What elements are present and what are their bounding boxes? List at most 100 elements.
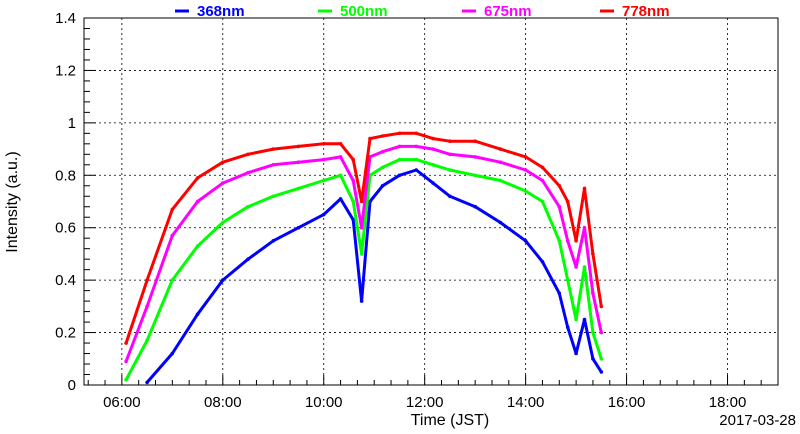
data-point	[599, 370, 604, 374]
data-point	[380, 165, 385, 170]
x-tick-label: 06:00	[103, 394, 141, 411]
grid	[84, 18, 778, 385]
data-point	[351, 199, 356, 204]
data-point	[296, 160, 301, 164]
y-tick-label: 0.2	[55, 325, 76, 342]
data-point	[246, 152, 250, 157]
data-point	[599, 357, 604, 361]
x-tick-label: 12:00	[406, 394, 444, 411]
data-point	[557, 239, 562, 243]
data-point	[557, 291, 562, 296]
data-point	[574, 351, 578, 356]
x-tick-label: 16:00	[608, 394, 646, 411]
y-tick-label: 0.4	[55, 272, 76, 289]
data-point	[221, 220, 225, 225]
data-point	[557, 184, 562, 188]
data-point	[448, 152, 452, 157]
data-point	[498, 147, 503, 151]
data-point	[498, 220, 503, 225]
data-point	[523, 155, 528, 159]
data-point	[321, 157, 326, 162]
data-point	[124, 378, 128, 382]
data-point	[498, 178, 503, 183]
y-tick-label: 0	[68, 377, 76, 394]
data-point	[195, 199, 200, 204]
data-point	[448, 168, 452, 172]
legend-label: 675nm	[484, 3, 532, 20]
data-point	[145, 338, 149, 343]
data-point	[145, 304, 149, 309]
data-point	[359, 225, 364, 230]
x-tick-label: 18:00	[709, 394, 747, 411]
data-point	[473, 173, 478, 178]
data-point	[380, 184, 385, 188]
data-point	[170, 278, 175, 282]
series-layer	[124, 131, 604, 385]
x-axis-title: Time (JST)	[411, 412, 490, 429]
data-point	[338, 173, 343, 178]
data-point	[582, 265, 587, 269]
data-point	[124, 359, 128, 364]
y-tick-label: 1	[68, 115, 76, 132]
data-point	[296, 144, 301, 149]
data-point	[498, 160, 503, 164]
data-point	[397, 131, 402, 136]
data-point	[221, 160, 225, 164]
y-tick-label: 1.4	[55, 10, 76, 27]
x-tick-label: 10:00	[305, 394, 343, 411]
data-point	[591, 330, 595, 335]
data-point	[540, 165, 545, 170]
plot-frame	[83, 17, 779, 386]
y-tick-label: 1.2	[55, 62, 76, 79]
data-point	[523, 239, 528, 243]
data-point	[414, 131, 419, 136]
data-point	[351, 157, 356, 162]
axis-ticks: 06:00 08:00 10:00 12:00 14:00 16:00 18:00 0 0.2 0…	[55, 10, 779, 411]
data-point	[271, 163, 276, 167]
data-point	[170, 233, 175, 238]
data-point	[473, 139, 478, 143]
data-point	[591, 357, 595, 361]
data-point	[246, 170, 250, 175]
data-point	[271, 194, 276, 199]
data-point	[431, 181, 435, 185]
data-point	[565, 239, 570, 243]
data-point	[599, 330, 604, 335]
y-tick-label: 0.6	[55, 220, 76, 237]
data-point	[565, 325, 570, 330]
data-point	[359, 252, 364, 256]
data-point	[338, 142, 343, 146]
data-point	[540, 260, 545, 264]
data-point	[582, 317, 587, 322]
data-point	[195, 244, 200, 248]
data-point	[338, 155, 343, 159]
data-point	[145, 278, 149, 282]
data-point	[380, 134, 385, 138]
data-point	[448, 139, 452, 143]
data-point	[473, 204, 478, 209]
data-point	[431, 136, 435, 141]
data-point	[523, 189, 528, 193]
data-point	[368, 199, 372, 204]
data-point	[565, 278, 570, 282]
data-point	[565, 199, 570, 204]
data-point	[591, 252, 595, 256]
date-label: 2017-03-28	[719, 412, 796, 429]
legend-label: 500nm	[340, 3, 388, 20]
data-point	[574, 317, 578, 322]
data-point	[195, 176, 200, 180]
data-point	[523, 168, 528, 172]
data-point	[574, 265, 578, 269]
data-point	[359, 299, 364, 303]
data-point	[582, 186, 587, 191]
data-point	[145, 380, 149, 385]
y-axis-title: Intensity (a.u.)	[4, 151, 21, 252]
series-368nm	[145, 168, 604, 385]
data-point	[195, 312, 200, 317]
series-line	[124, 144, 603, 362]
data-point	[170, 351, 175, 356]
data-point	[246, 257, 250, 262]
data-point	[574, 239, 578, 243]
legend-label: 778nm	[622, 3, 670, 20]
